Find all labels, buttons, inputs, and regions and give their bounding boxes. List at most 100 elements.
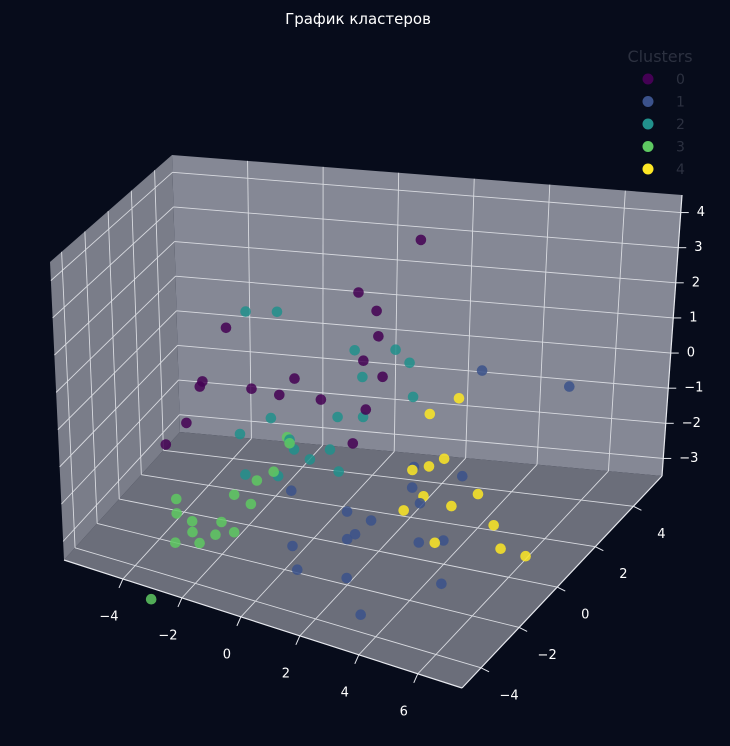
z-tick-label: 3	[694, 240, 702, 255]
cluster-2-point	[266, 413, 277, 424]
x-tick-label: 4	[341, 685, 349, 700]
cluster-2-point	[357, 372, 368, 383]
cluster-1-point	[436, 579, 447, 590]
cluster-0-point	[246, 383, 257, 394]
cluster-4-point	[407, 465, 418, 476]
cluster-2-point	[408, 392, 419, 403]
y-tick-label: −2	[538, 648, 557, 663]
cluster-3-point	[146, 594, 157, 605]
cluster-1-point	[457, 471, 468, 482]
legend-marker-2	[643, 119, 654, 130]
cluster-2-point	[333, 466, 344, 477]
legend-label-4: 4	[676, 162, 685, 178]
cluster-4-point	[446, 501, 457, 512]
cluster-1-point	[342, 534, 353, 545]
cluster-0-point	[361, 404, 372, 415]
cluster-4-point	[473, 489, 484, 500]
cluster-2-point	[349, 345, 360, 356]
cluster-1-point	[414, 537, 425, 548]
cluster-2-point	[235, 429, 246, 440]
cluster-2-point	[332, 412, 343, 423]
legend-label-1: 1	[676, 95, 685, 111]
cluster-3-point	[194, 538, 205, 549]
legend-label-2: 2	[676, 117, 685, 133]
cluster-4-point	[454, 393, 465, 404]
cluster-4-point	[424, 461, 435, 472]
cluster-3-point	[171, 508, 182, 519]
cluster-1-point	[287, 541, 298, 552]
y-tick-label: 4	[657, 527, 665, 542]
legend-marker-1	[643, 96, 654, 107]
cluster-0-point	[373, 331, 384, 342]
cluster-2-point	[240, 306, 251, 317]
cluster-3-point	[170, 537, 181, 548]
z-tick-label: 4	[697, 205, 705, 220]
z-tick-label: −3	[679, 451, 698, 466]
z-tick-label: −1	[684, 381, 703, 396]
legend-label-3: 3	[676, 140, 685, 156]
legend-title: Clusters	[627, 47, 692, 66]
cluster-2-point	[390, 344, 401, 355]
cluster-3-point	[252, 475, 263, 486]
cluster-1-point	[564, 381, 575, 392]
cluster-1-point	[286, 485, 297, 496]
y-tick-label: 0	[581, 608, 589, 623]
y-tick-label: −4	[499, 688, 518, 703]
cluster-0-point	[221, 323, 232, 334]
cluster-4-point	[495, 543, 506, 554]
cluster-1-point	[342, 506, 353, 517]
cluster-1-point	[415, 498, 426, 509]
cluster-0-point	[161, 439, 172, 450]
legend-marker-0	[643, 74, 654, 85]
cluster-4-point	[398, 505, 409, 516]
cluster-0-point	[181, 418, 192, 429]
cluster-3-point	[246, 499, 257, 510]
cluster-2-point	[240, 469, 251, 480]
legend-marker-4	[643, 164, 654, 175]
x-tick-label: −2	[158, 628, 177, 643]
x-tick-label: 0	[223, 647, 231, 662]
x-tick-label: −4	[99, 609, 118, 624]
chart-title: График кластеров	[285, 10, 431, 28]
z-tick-label: 1	[689, 310, 697, 325]
cluster-1-point	[292, 564, 303, 575]
x-tick-label: 2	[282, 666, 290, 681]
z-tick-label: 0	[687, 346, 695, 361]
cluster-1-point	[407, 482, 418, 493]
legend-marker-3	[643, 141, 654, 152]
cluster-0-point	[289, 373, 300, 384]
cluster-0-point	[358, 355, 369, 366]
z-tick-label: −2	[682, 416, 701, 431]
cluster-2-point	[325, 444, 336, 455]
z-tick-label: 2	[692, 275, 700, 290]
cluster-3-point	[187, 516, 198, 527]
cluster-2-point	[272, 307, 283, 318]
cluster-4-point	[488, 520, 499, 531]
cluster-0-point	[348, 438, 359, 449]
y-tick-label: 2	[619, 567, 627, 582]
cluster-4-point	[520, 551, 531, 562]
cluster-3-point	[284, 438, 295, 449]
cluster-1-point	[366, 515, 377, 526]
cluster-1-point	[477, 365, 488, 376]
cluster-3-point	[229, 490, 240, 501]
cluster-2-point	[404, 358, 415, 369]
legend-label-0: 0	[676, 72, 685, 88]
cluster-0-point	[316, 394, 327, 405]
cluster-0-point	[371, 306, 382, 317]
cluster-3-point	[187, 527, 198, 538]
cluster-3-point	[210, 529, 221, 540]
cluster-1-point	[355, 609, 366, 620]
cluster-0-point	[377, 372, 388, 383]
cluster-4-point	[439, 454, 450, 465]
cluster-3-point	[229, 527, 240, 538]
cluster-0-point	[353, 287, 364, 298]
cluster-4-point	[425, 409, 436, 420]
cluster-4-point	[430, 538, 441, 549]
cluster-3-point	[216, 517, 227, 528]
cluster-1-point	[341, 573, 352, 584]
cluster-3-point	[171, 494, 182, 505]
cluster-0-point	[274, 390, 285, 401]
